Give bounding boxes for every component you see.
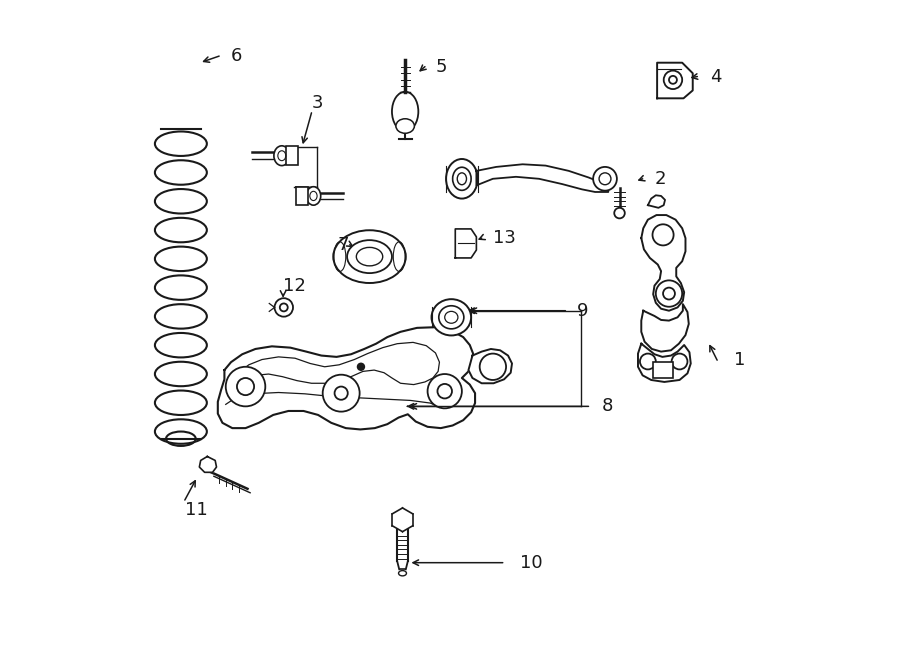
Ellipse shape [446, 159, 478, 198]
Polygon shape [199, 457, 217, 473]
Ellipse shape [439, 306, 464, 329]
Circle shape [480, 354, 506, 380]
Text: 11: 11 [184, 501, 208, 519]
Text: 1: 1 [734, 351, 745, 369]
Ellipse shape [274, 146, 290, 166]
Polygon shape [642, 304, 688, 352]
Circle shape [323, 375, 360, 412]
Ellipse shape [399, 570, 407, 576]
Text: 9: 9 [577, 301, 589, 320]
Circle shape [640, 354, 656, 369]
Circle shape [357, 364, 364, 370]
Text: 8: 8 [602, 397, 613, 415]
FancyBboxPatch shape [296, 186, 308, 205]
Ellipse shape [333, 230, 406, 283]
Ellipse shape [347, 240, 392, 273]
Ellipse shape [306, 186, 320, 205]
Polygon shape [218, 327, 475, 430]
Polygon shape [648, 195, 665, 208]
Ellipse shape [593, 167, 616, 190]
Text: 3: 3 [311, 94, 323, 112]
Polygon shape [638, 344, 691, 382]
Circle shape [671, 354, 688, 369]
Polygon shape [469, 349, 512, 383]
Circle shape [663, 71, 682, 89]
Ellipse shape [431, 299, 471, 335]
Polygon shape [657, 63, 693, 98]
Circle shape [274, 298, 293, 317]
Circle shape [656, 280, 682, 307]
Circle shape [226, 367, 266, 407]
Text: 12: 12 [284, 277, 306, 295]
Circle shape [428, 374, 462, 408]
Text: 2: 2 [654, 170, 666, 188]
FancyBboxPatch shape [286, 147, 298, 165]
Polygon shape [455, 229, 476, 258]
FancyBboxPatch shape [653, 362, 673, 378]
Text: 5: 5 [436, 58, 447, 75]
Ellipse shape [453, 167, 471, 190]
Text: 7: 7 [338, 236, 349, 254]
Text: 6: 6 [231, 47, 242, 65]
Polygon shape [476, 165, 608, 192]
Polygon shape [642, 215, 686, 311]
Ellipse shape [392, 92, 418, 132]
Circle shape [652, 224, 673, 245]
Text: 10: 10 [520, 554, 543, 572]
Circle shape [614, 208, 625, 218]
Text: 4: 4 [710, 67, 722, 85]
Text: 13: 13 [493, 229, 516, 247]
Ellipse shape [396, 119, 414, 134]
